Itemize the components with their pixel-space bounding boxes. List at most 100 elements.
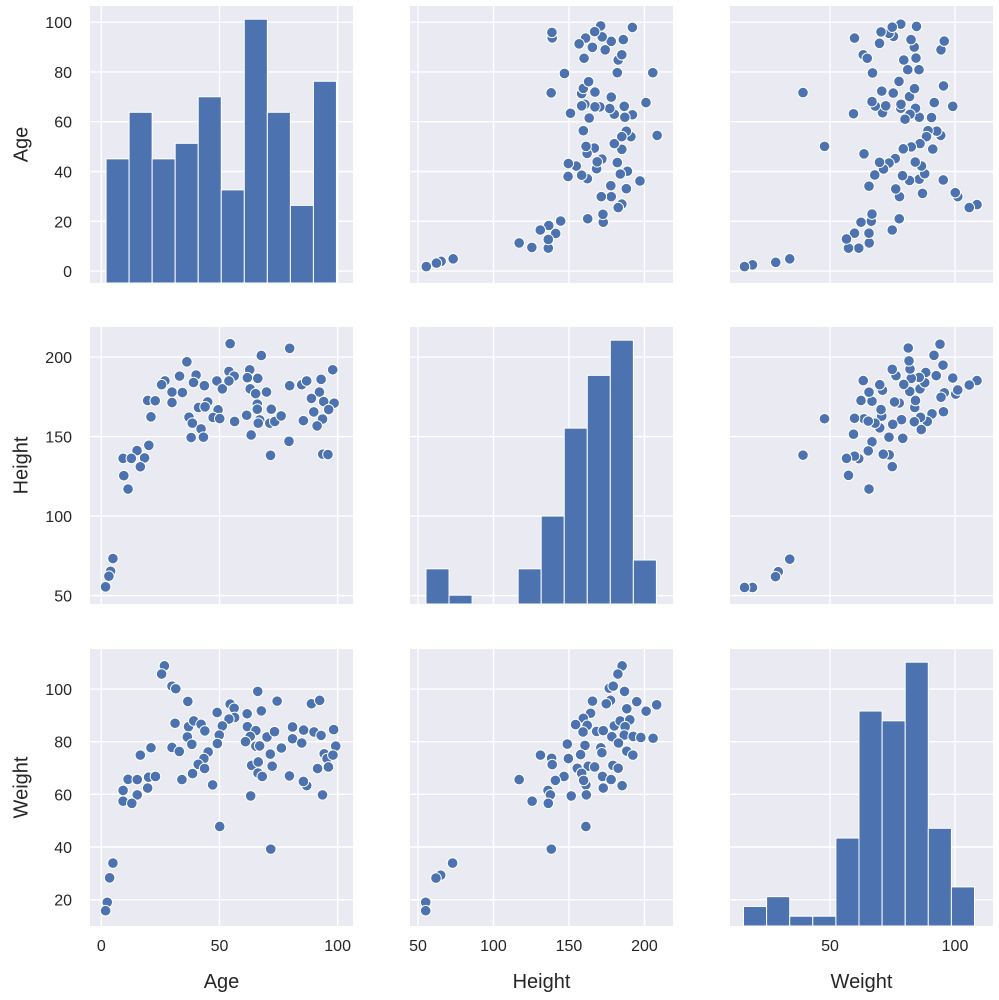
histogram-bar-age	[266, 111, 291, 284]
scatter-point	[897, 143, 910, 155]
scatter-point	[616, 48, 628, 61]
panel-background	[730, 327, 993, 604]
scatter-point	[640, 705, 652, 717]
scatter-point	[937, 359, 949, 371]
scatter-point	[783, 553, 796, 565]
scatter-point	[896, 432, 909, 445]
scatter-point	[117, 784, 129, 797]
x-axis-title: Weight	[831, 971, 893, 993]
scatter-point	[311, 420, 323, 432]
scatter-point	[875, 85, 888, 97]
scatter-point	[181, 356, 193, 368]
scatter-point	[863, 386, 875, 398]
scatter-point	[848, 227, 861, 240]
scatter-point	[251, 685, 264, 698]
scatter-point	[546, 758, 559, 771]
scatter-point	[198, 379, 211, 392]
x-tick-label: 50	[409, 938, 427, 955]
scatter-point	[275, 742, 288, 754]
scatter-point	[895, 98, 907, 111]
scatter-point	[283, 379, 296, 392]
scatter-point	[916, 187, 929, 200]
scatter-point	[847, 107, 860, 120]
scatter-point	[143, 439, 155, 452]
scatter-point	[597, 782, 610, 794]
scatter-point	[866, 208, 878, 220]
scatter-point	[264, 449, 277, 462]
scatter-point	[155, 668, 168, 680]
scatter-point	[99, 581, 112, 593]
scatter-point	[562, 752, 575, 765]
scatter-point	[131, 444, 143, 457]
scatter-point	[275, 410, 287, 422]
scatter-point	[322, 448, 334, 461]
scatter-point	[769, 570, 782, 583]
scatter-point	[313, 386, 326, 398]
scatter-point	[861, 52, 874, 65]
scatter-point	[868, 169, 881, 181]
histogram-bar-weight	[904, 661, 929, 927]
histogram-bar-weight	[743, 905, 768, 927]
scatter-point	[322, 761, 335, 773]
x-tick-label: 0	[97, 938, 106, 955]
scatter-point	[216, 383, 229, 395]
scatter-point	[253, 740, 266, 752]
scatter-point	[902, 342, 915, 354]
scatter-point	[107, 552, 119, 565]
scatter-point	[646, 66, 659, 79]
scatter-point	[840, 233, 853, 245]
scatter-point	[596, 746, 608, 759]
histogram-bar-height	[540, 515, 565, 605]
scatter-point	[963, 201, 976, 214]
scatter-point	[949, 186, 962, 199]
histogram-bar-height	[563, 427, 588, 605]
scatter-point	[264, 843, 277, 855]
scatter-point	[897, 378, 910, 391]
scatter-point	[268, 725, 281, 738]
scatter-point	[908, 82, 921, 95]
scatter-point	[326, 363, 339, 376]
x-tick-label: 200	[631, 938, 658, 955]
scatter-point	[283, 770, 296, 782]
scatter-point	[103, 872, 116, 884]
scatter-point	[905, 33, 917, 46]
scatter-point	[604, 179, 617, 192]
scatter-point	[886, 418, 899, 431]
scatter-point	[863, 180, 875, 192]
scatter-point	[937, 174, 950, 186]
scatter-point	[650, 699, 663, 711]
scatter-point	[307, 406, 320, 418]
y-axis-title: Age	[10, 127, 32, 163]
scatter-point	[223, 375, 235, 387]
scatter-point	[842, 469, 855, 482]
panel-background	[90, 649, 353, 926]
scatter-point	[582, 75, 595, 88]
scatter-point	[612, 201, 624, 214]
scatter-point	[946, 100, 959, 113]
scatter-point	[951, 384, 964, 396]
scatter-point	[305, 392, 318, 405]
scatter-point	[322, 403, 335, 416]
scatter-point	[300, 375, 313, 387]
scatter-point	[925, 111, 938, 124]
scatter-point	[534, 749, 547, 761]
scatter-point	[886, 21, 899, 33]
panel-age-vs-age	[90, 6, 353, 284]
histogram-bar-weight	[858, 710, 883, 927]
scatter-point	[577, 726, 589, 738]
scatter-point	[295, 737, 308, 749]
scatter-point	[430, 257, 443, 269]
scatter-point	[863, 237, 876, 249]
scatter-point	[249, 387, 262, 400]
scatter-point	[149, 770, 162, 783]
scatter-point	[607, 680, 620, 692]
histogram-bar-weight	[789, 915, 814, 927]
y-tick-label: 80	[54, 735, 72, 752]
panel-height-vs-height	[410, 327, 673, 605]
panel-background	[730, 6, 993, 283]
y-tick-label: 100	[45, 15, 72, 32]
scatter-point	[579, 739, 591, 752]
scatter-point	[605, 190, 618, 203]
scatter-point	[131, 789, 144, 801]
scatter-point	[910, 52, 922, 64]
